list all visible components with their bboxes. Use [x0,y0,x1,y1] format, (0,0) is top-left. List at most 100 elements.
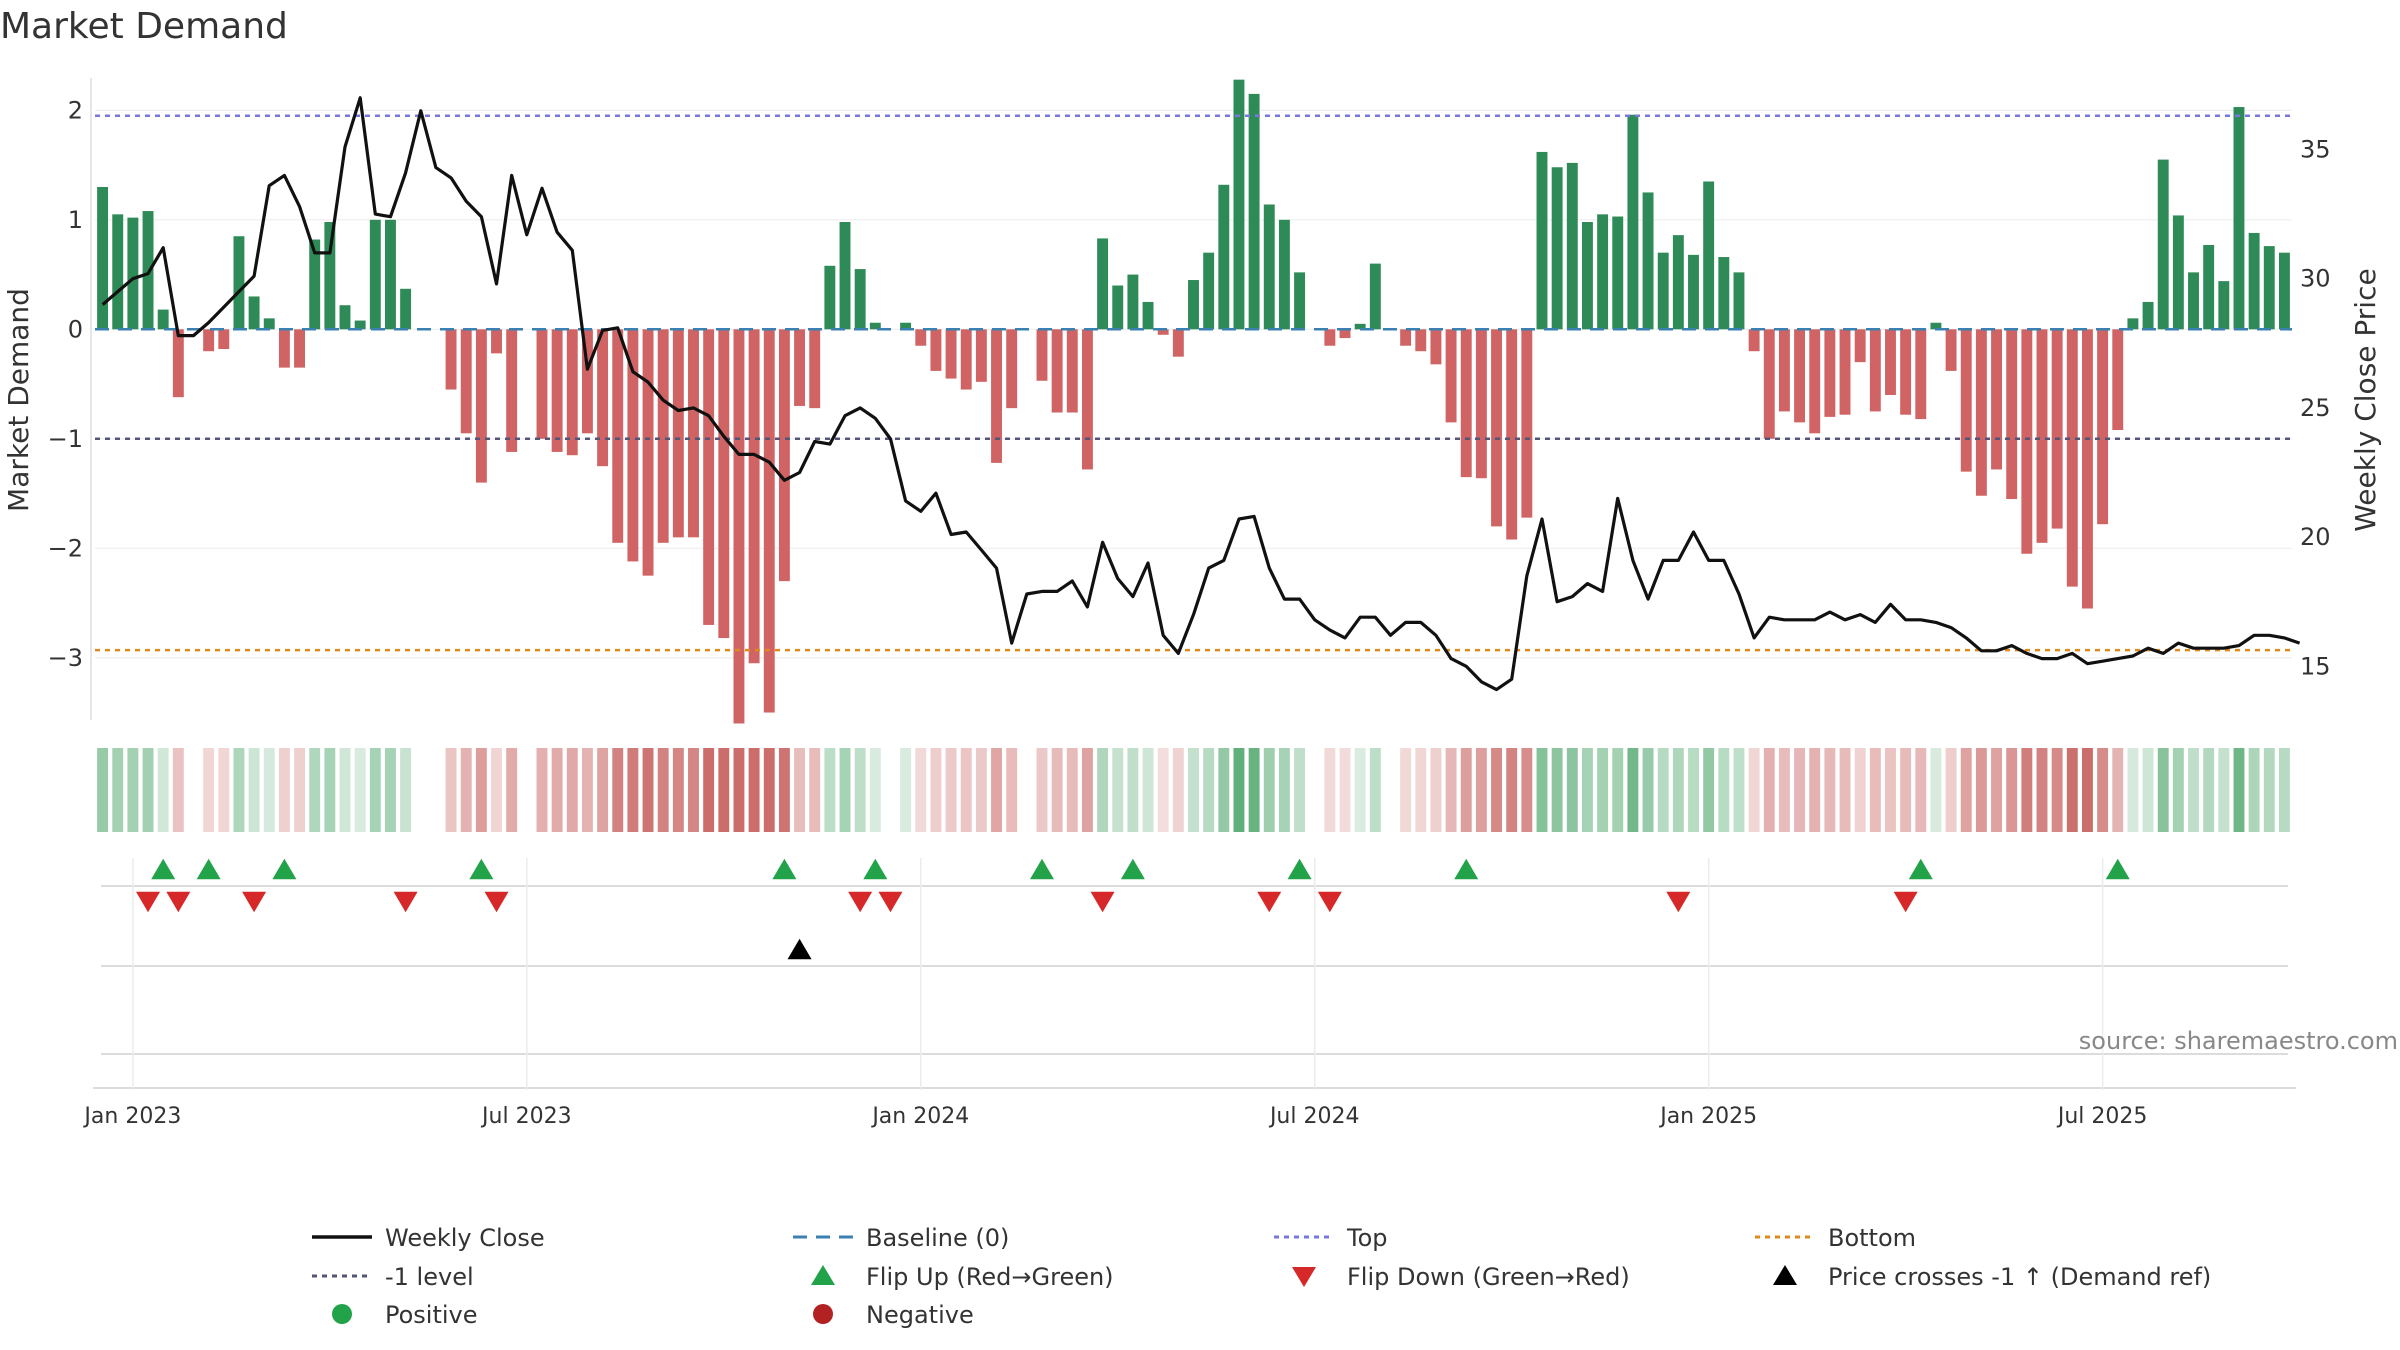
demand-bar-negative [945,329,957,379]
x-tick-label: Jan 2025 [1658,1104,1757,1129]
demand-bar-positive [400,288,412,330]
heat-strip-cell [1142,748,1154,832]
demand-bar-negative [506,329,518,452]
heat-strip-cell [2127,748,2139,832]
demand-bar-negative [1945,329,1957,371]
demand-bar-negative [172,329,184,398]
demand-bar-negative [657,329,669,543]
demand-bar-negative [733,329,745,724]
heat-strip-cell [854,748,866,832]
heat-strip-cell [642,748,654,832]
heat-strip-cell [1248,748,1260,832]
demand-bar-positive [824,265,836,330]
flip-down-marker [166,891,191,913]
legend-label: Weekly Close [385,1224,545,1252]
heat-strip-cell [672,748,684,832]
demand-bar-positive [1672,235,1684,330]
demand-bar-positive [1248,93,1260,330]
heat-strip-cell [309,748,321,832]
heat-strip-cell [1188,748,1199,832]
heat-strip-cell [1642,748,1654,832]
demand-bar-positive [1127,274,1139,330]
demand-bar-positive [1551,167,1563,330]
demand-bar-negative [566,329,578,456]
heat-strip-cell [1430,748,1442,832]
y-tick-label-right: 30 [2300,265,2331,293]
heat-strip-cell [172,748,184,832]
heat-strip-cell [688,748,699,832]
heat-strip-cell [1324,748,1336,832]
heat-strip-cell [1445,748,1457,832]
y-tick-label-left: −3 [48,644,83,672]
demand-bar-negative [991,329,1002,463]
demand-bar-negative [2081,329,2093,609]
demand-bar-positive [233,236,245,330]
demand-bar-negative [1763,329,1775,439]
heat-strip-cell [157,748,169,832]
heat-strip-cell [1672,748,1684,832]
flip-up-marker [196,858,221,880]
y-tick-label-right: 20 [2300,523,2331,551]
demand-bar-positive [1597,214,1609,330]
heat-strip-cell [1536,748,1548,832]
demand-bar-negative [1460,329,1472,478]
demand-bar-negative [1809,329,1821,434]
demand-bar-negative [1066,329,1078,413]
heat-strip-cell [2081,748,2093,832]
chart-title: Market Demand [0,6,288,47]
heat-strip-cell [1688,748,1699,832]
heat-strip-cell [248,748,260,832]
demand-bar-negative [1430,329,1442,365]
heat-strip-cell [1960,748,1972,832]
heat-strip-cell [718,748,730,832]
legend-swatch-triangle-down [1292,1267,1316,1287]
demand-bar-positive [2263,246,2275,330]
demand-bar-positive [2233,107,2245,330]
heat-strip-cell [2157,748,2169,832]
x-tick-label: Jan 2024 [870,1104,969,1129]
heat-strip-cell [778,748,790,832]
flip-up-marker [1029,858,1054,880]
heat-strip-cell [930,748,942,832]
heat-strip-cell [1263,748,1275,832]
demand-bar-negative [672,329,684,538]
demand-bar-negative [748,329,760,664]
demand-bar-negative [2066,329,2078,587]
demand-bar-negative [1339,329,1351,339]
heat-strip-cell [627,748,639,832]
demand-bar-positive [900,322,912,330]
y-tick-label-right: 35 [2300,136,2331,164]
demand-bar-negative [1172,329,1184,357]
heat-strip-cell [1112,748,1124,832]
heat-strip-cell [1172,748,1184,832]
flip-up-marker [1287,858,1312,880]
heat-strip-cell [1278,748,1290,832]
demand-bar-positive [1566,162,1578,330]
demand-bar-negative [1324,329,1336,346]
flip-up-marker [1454,858,1479,880]
heat-strip-cell [1294,748,1306,832]
flip-up-marker [1120,858,1145,880]
heat-strip-cell [1127,748,1139,832]
heat-strip-cell [385,748,396,832]
demand-bar-positive [1233,79,1245,330]
demand-bar-positive [1657,252,1669,330]
demand-bar-positive [2142,301,2154,330]
flip-up-marker [772,858,797,880]
flip-down-marker [1893,891,1918,913]
heat-strip-cell [551,748,563,832]
flip-down-marker [242,891,267,913]
demand-bar-positive [1612,216,1624,330]
demand-bar-positive [869,322,881,330]
legend-item: Baseline (0) [793,1224,1009,1252]
demand-bar-negative [688,329,699,538]
demand-bar-positive [1627,114,1639,330]
flip-down-marker [878,891,903,913]
demand-bar-negative [930,329,942,371]
demand-bar-positive [369,219,381,330]
demand-bar-positive [263,318,275,330]
demand-bar-negative [1475,329,1487,479]
demand-bar-positive [1703,181,1715,330]
heat-strip-cell [460,748,472,832]
